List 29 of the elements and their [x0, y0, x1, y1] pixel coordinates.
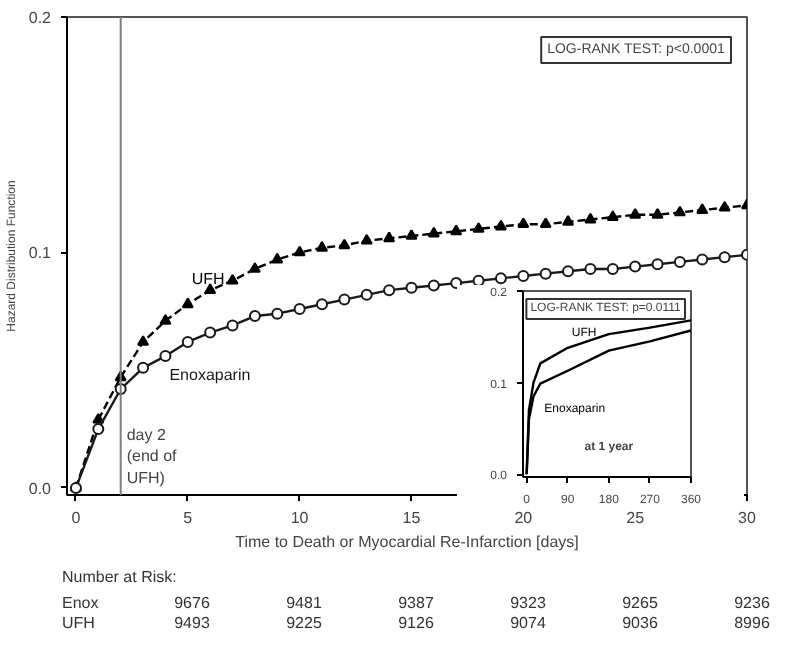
x-tick-label: 10	[290, 509, 310, 527]
x-tick-label: 25	[626, 509, 646, 527]
x-tick-label: 0	[71, 509, 82, 527]
text: 9323	[508, 592, 548, 615]
text: 9036	[620, 612, 660, 635]
series-label: Enoxaparin	[169, 366, 251, 385]
y-tick-label: 0.2	[28, 9, 53, 27]
x-tick-label: 20	[514, 509, 534, 527]
y-tick-label: 0.0	[28, 479, 53, 498]
text: 9126	[396, 612, 436, 635]
text: UFH	[62, 612, 95, 635]
y-tick-label: 0.1	[28, 244, 53, 263]
text: 8996	[732, 612, 772, 635]
x-axis-title: Time to Death or Myocardial Re-Infarction [days]	[235, 533, 579, 551]
x-tick-label: 30	[738, 509, 757, 527]
text: 9236	[732, 592, 772, 615]
x-tick-label: 15	[402, 509, 422, 527]
series-label: UFH	[191, 270, 226, 289]
ref-line-label: day 2 (end of UFH)	[126, 425, 179, 487]
text: 9074	[508, 612, 548, 635]
text: 9676	[172, 592, 212, 615]
text: Enox	[62, 592, 99, 615]
x-tick-label: 5	[183, 509, 194, 527]
text: 9265	[620, 592, 660, 615]
text: 9387	[396, 592, 436, 615]
text: Number at Risk:	[62, 566, 177, 589]
text: 9481	[284, 592, 324, 615]
text: 9225	[284, 612, 324, 635]
text: 9493	[172, 612, 212, 635]
